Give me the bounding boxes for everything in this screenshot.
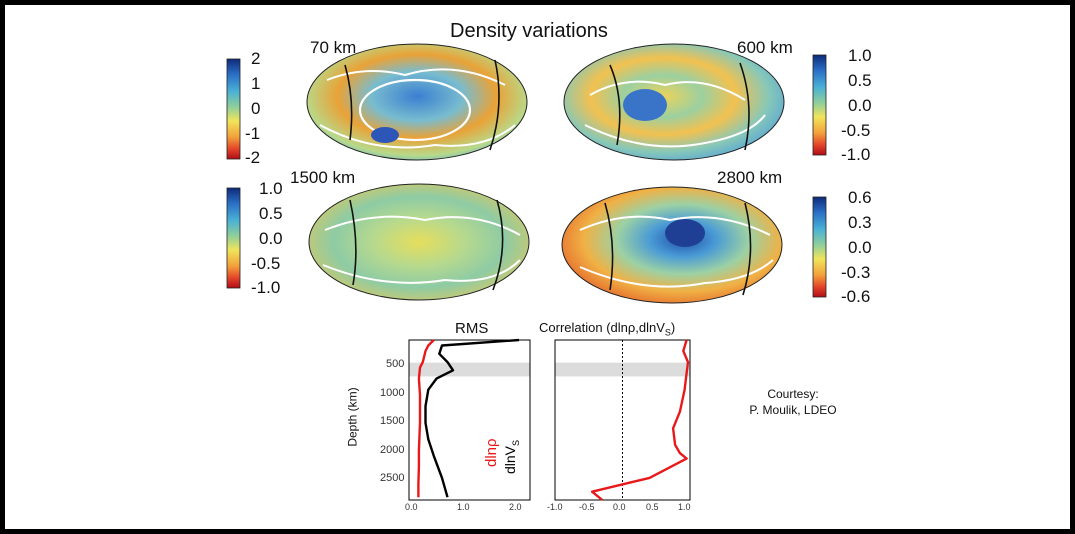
cb600-tick-4: -0.5: [841, 121, 871, 140]
rms-ytick-2500: 2500: [380, 472, 405, 484]
rms-xtick-1: 1.0: [457, 502, 470, 512]
map-70km: [306, 43, 528, 161]
cb600-tick-1: 1.0: [848, 46, 872, 65]
rms-frame: [408, 339, 531, 501]
cb2800-tick-1: 0.6: [848, 188, 872, 207]
cb70-tick-5: -2: [245, 148, 261, 167]
rms-series-0: [424, 338, 520, 498]
cb1500-tick-3: 0.0: [259, 229, 283, 248]
cb1500-tick-2: 0.5: [259, 204, 283, 223]
cb70-tick-4: -1: [245, 124, 261, 143]
rms-series-1: [417, 339, 435, 498]
map-2800km: [561, 186, 783, 304]
legend-dlnvs-main: dlnV: [502, 445, 518, 474]
rms-ytick-2000: 2000: [380, 444, 405, 456]
cb2800-tick-4: -0.3: [841, 263, 871, 282]
cb2800-tick-2: 0.3: [848, 213, 872, 232]
profile-panels: [408, 338, 691, 501]
rms-transition-band: [409, 362, 530, 377]
cb70-tick-3: 0: [251, 99, 261, 118]
cb2800-tick-5: -0.6: [841, 287, 871, 306]
rms-ytick-1500: 1500: [380, 415, 405, 427]
cb1500-tick-4: -0.5: [251, 254, 281, 273]
map-label-1500km: 1500 km: [290, 168, 356, 187]
legend-dlnrho: dlnρ: [483, 438, 500, 467]
rms-ylabel: Depth (km): [345, 387, 360, 447]
corr-title-sub: S: [664, 327, 671, 338]
corr-xtick-0: 0.0: [613, 502, 626, 512]
cb600-tick-5: -1.0: [841, 145, 871, 164]
rms-xtick-0: 0.0: [405, 502, 418, 512]
corr-xtick-m1: -1.0: [547, 502, 563, 512]
corr-xtick-05: 0.5: [646, 502, 659, 512]
cb1500-tick-5: -1.0: [251, 278, 281, 297]
figure-title: Density variations: [450, 20, 608, 42]
courtesy-line2: P. Moulik, LDEO: [749, 403, 837, 417]
cb600-tick-2: 0.5: [848, 71, 872, 90]
rms-title: RMS: [455, 320, 489, 337]
courtesy-line1: Courtesy:: [767, 387, 819, 401]
map-1500km: [308, 183, 530, 301]
corr-series-0: [590, 339, 690, 501]
cb600-tick-3: 0.0: [848, 96, 872, 115]
map-label-70km: 70 km: [310, 38, 357, 57]
colorbar-1500km: [226, 187, 241, 289]
corr-title: Correlation (dlnρ,dlnVS): [539, 320, 675, 338]
rms-ytick-500: 500: [386, 358, 405, 370]
maps-layer: [226, 43, 827, 304]
map-600km: [563, 43, 785, 161]
rms-xtick-2: 2.0: [509, 502, 522, 512]
cb70-tick-2: 1: [251, 74, 261, 93]
cb1500-tick-1: 1.0: [259, 179, 283, 198]
cb70-tick-1: 2: [251, 49, 261, 68]
colorbar-2800km: [812, 196, 827, 298]
map-label-600km: 600 km: [737, 38, 793, 57]
corr-xtick-1: 1.0: [678, 502, 691, 512]
rms-ytick-1000: 1000: [380, 387, 405, 399]
corr-xtick-m05: -0.5: [579, 502, 595, 512]
map-label-2800km: 2800 km: [717, 168, 783, 187]
figure-frame: Density variations 70 km 600 km 1500 km …: [5, 5, 1070, 529]
corr-title-main: Correlation (dlnρ,dlnV: [539, 320, 665, 335]
legend-dlnvs-sub: S: [510, 439, 521, 446]
legend-dlnvs: dlnVS: [502, 440, 521, 474]
colorbar-600km: [812, 54, 827, 156]
cb2800-tick-3: 0.0: [848, 238, 872, 257]
colorbar-70km: [226, 58, 241, 160]
corr-title-end: ): [670, 320, 676, 335]
